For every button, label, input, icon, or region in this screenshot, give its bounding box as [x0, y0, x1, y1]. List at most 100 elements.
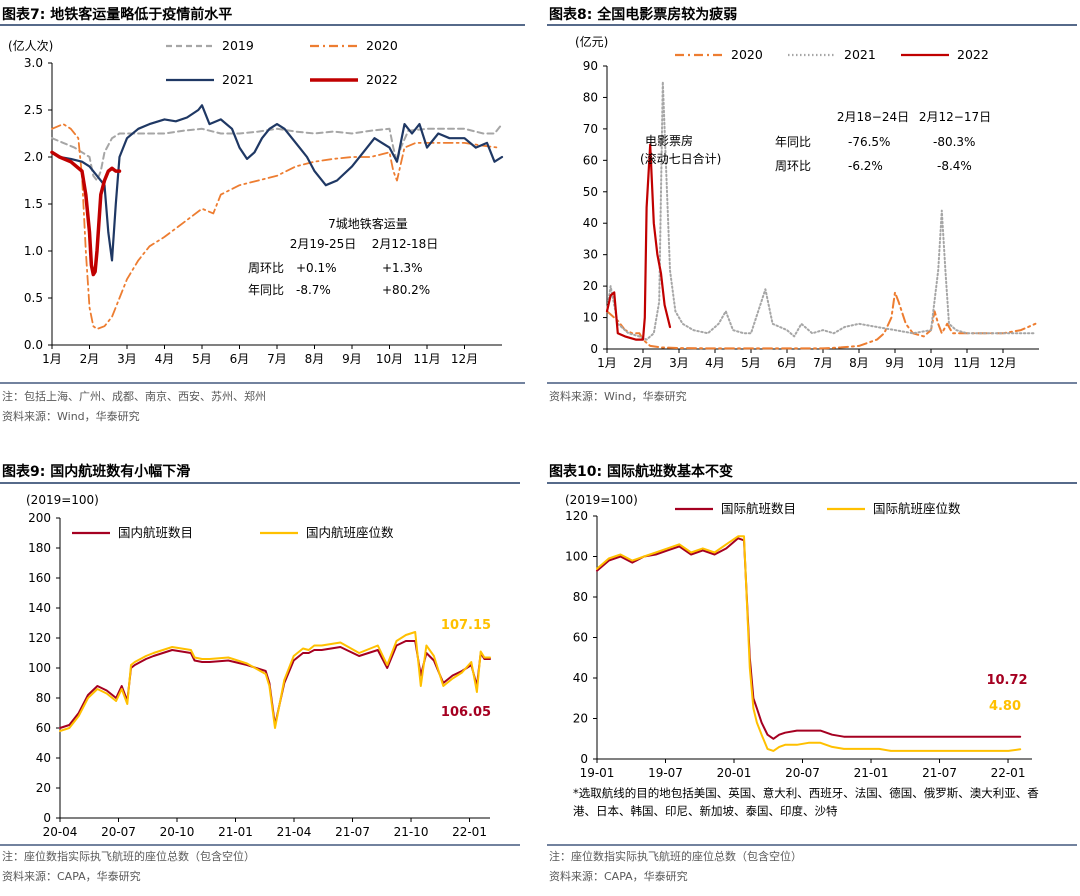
- y-tick-label-0: 0: [580, 752, 588, 766]
- panel-domestic-flights: 图表9: 国内航班数有小幅下滑 (2019=100) 国内航班数目 国内航班座位数…: [0, 446, 540, 892]
- source: 资料来源：Wind，华泰研究: [2, 409, 140, 423]
- y-tick-label-100: 100: [565, 550, 588, 564]
- x-tick-label-19-07: 19-07: [648, 766, 683, 780]
- annotation-row1-v1: +0.1%: [296, 261, 337, 275]
- x-tick-label-11-: 11月: [413, 352, 440, 366]
- panel-box-office: 图表8: 全国电影票房较为疲弱 (亿元) 2020 2021 2022 0 10 20 3…: [545, 0, 1080, 446]
- series-line--: [59, 631, 491, 732]
- annotation-col1: 2月19-25日: [290, 237, 357, 251]
- panel-subway: 图表7: 地铁客运量略低于疫情前水平 (亿人次) 2019 2020 2021 202…: [0, 0, 540, 446]
- annotation-col1: 2月18−24日: [837, 110, 909, 124]
- y-tick-label-3-0: 3.0: [24, 56, 43, 70]
- x-tick-label-19-01: 19-01: [580, 766, 615, 780]
- annotation-row2-v1: -6.2%: [848, 159, 883, 173]
- x-tick-label-5-: 5月: [741, 356, 761, 370]
- series-group: [59, 631, 491, 732]
- legend-label--: 国内航班座位数: [306, 525, 394, 540]
- legend: 国际航班数目 国际航班座位数: [675, 501, 961, 516]
- y-tick-label-50: 50: [583, 185, 598, 199]
- y-tick-label-10: 10: [583, 311, 598, 325]
- legend-label-2022: 2022: [957, 47, 989, 62]
- x-tick-label-21-07: 21-07: [335, 825, 370, 839]
- source: 资料来源：CAPA，华泰研究: [549, 869, 688, 883]
- annotation: 7城地铁客运量 2月19-25日 2月12-18日 周环比 +0.1% +1.3…: [248, 216, 438, 297]
- y-tick-label-20: 20: [573, 712, 588, 726]
- source: 资料来源：CAPA，华泰研究: [2, 869, 141, 883]
- seats-end-label: 4.80: [989, 699, 1021, 714]
- y-tick-label-1-0: 1.0: [24, 244, 43, 258]
- y-tick-label-40: 40: [36, 751, 51, 765]
- axes: 0.0 0.5 1.0 1.5 2.0 2.5 3.0 1月 2月 3月 4月 5月 6月 7月 8月 9月 1…: [24, 56, 502, 366]
- y-tick-label-120: 120: [565, 509, 588, 523]
- y-tick-label-120: 120: [28, 631, 51, 645]
- legend: 2019 2020 2021 2022: [166, 38, 398, 87]
- footnote-text: *选取航线的目的地包括美国、英国、意大利、西班牙、法国、德国、俄罗斯、澳大利亚、…: [573, 786, 1039, 818]
- y-tick-label-60: 60: [36, 721, 51, 735]
- x-tick-label-20-04: 20-04: [43, 825, 78, 839]
- y-tick-label-200: 200: [28, 511, 51, 525]
- x-tick-label-21-01: 21-01: [218, 825, 253, 839]
- y-tick-label-180: 180: [28, 541, 51, 555]
- x-tick-label-20-07: 20-07: [101, 825, 136, 839]
- x-tick-label-9-: 9月: [885, 356, 905, 370]
- series-line-2022: [605, 143, 672, 341]
- panel-title: 图表8: 全国电影票房较为疲弱: [549, 6, 737, 23]
- panel-title: 图表10: 国际航班数基本不变: [549, 463, 733, 480]
- flights-end-label: 10.72: [986, 673, 1027, 688]
- x-tick-label-6-: 6月: [777, 356, 797, 370]
- series-line-2020: [51, 123, 500, 330]
- x-tick-label-1-: 1月: [42, 352, 62, 366]
- y-tick-label-2-0: 2.0: [24, 150, 43, 164]
- x-tick-label-3-: 3月: [117, 352, 137, 366]
- y-axis-unit: (亿元): [575, 34, 608, 49]
- y-tick-label-0: 0: [43, 811, 51, 825]
- x-tick-label-21-01: 21-01: [854, 766, 889, 780]
- x-tick-label-21-10: 21-10: [394, 825, 429, 839]
- annotation-row1-label: 年同比: [775, 135, 811, 149]
- note: 注：座位数指实际执飞航班的座位总数（包含空位）: [2, 849, 255, 863]
- y-tick-label-100: 100: [28, 661, 51, 675]
- series-line-2021: [606, 80, 1037, 341]
- y-tick-label-0-0: 0.0: [24, 338, 43, 352]
- x-tick-label-5-: 5月: [192, 352, 212, 366]
- y-tick-label-1-5: 1.5: [24, 197, 43, 211]
- box-office-chart: 图表8: 全国电影票房较为疲弱 (亿元) 2020 2021 2022 0 10 20 3…: [547, 6, 1077, 403]
- x-tick-label-21-04: 21-04: [277, 825, 312, 839]
- legend-label-2020: 2020: [731, 47, 763, 62]
- series-line--: [596, 535, 1022, 752]
- inline-label-1: 电影票房: [645, 133, 693, 148]
- x-tick-label-4-: 4月: [705, 356, 725, 370]
- y-tick-label-60: 60: [573, 631, 588, 645]
- axes: 0 20 40 60 80 100 120 140 160 180 200 20-04 20-07 20-…: [28, 511, 490, 839]
- y-tick-label-40: 40: [583, 216, 598, 230]
- y-tick-label-60: 60: [583, 153, 598, 167]
- axes: 0 20 40 60 80 100 120 19-01 19-07 20-01 20-07 21-01…: [565, 509, 1032, 780]
- y-axis-unit: (2019=100): [26, 493, 99, 507]
- x-tick-label-6-: 6月: [230, 352, 250, 366]
- x-tick-label-8-: 8月: [305, 352, 325, 366]
- international-flights-chart: 图表10: 国际航班数基本不变 (2019=100) 国际航班数目 国际航班座位数…: [547, 463, 1077, 883]
- y-tick-label-0-5: 0.5: [24, 291, 43, 305]
- series-line-2021: [50, 104, 504, 262]
- series-group: [50, 104, 504, 330]
- y-tick-label-40: 40: [573, 671, 588, 685]
- x-tick-label-22-01: 22-01: [991, 766, 1026, 780]
- panel-international-flights: 图表10: 国际航班数基本不变 (2019=100) 国际航班数目 国际航班座位数…: [545, 446, 1080, 892]
- legend-label-2021: 2021: [844, 47, 876, 62]
- seats-end-label: 107.15: [441, 618, 491, 633]
- y-axis-unit: (亿人次): [8, 38, 53, 53]
- x-tick-label-12-: 12月: [989, 356, 1016, 370]
- note: 注：包括上海、广州、成都、南京、西安、苏州、郑州: [2, 389, 266, 403]
- y-tick-label-80: 80: [583, 90, 598, 104]
- y-axis-unit: (2019=100): [565, 493, 638, 507]
- x-tick-label-20-07: 20-07: [785, 766, 820, 780]
- legend-label-2021: 2021: [222, 72, 254, 87]
- series-group: [596, 535, 1022, 752]
- legend-label--: 国内航班数目: [118, 525, 193, 540]
- annotation-row2-v2: +80.2%: [382, 283, 430, 297]
- legend-label-2020: 2020: [366, 38, 398, 53]
- x-tick-label-2-: 2月: [633, 356, 653, 370]
- y-tick-label-70: 70: [583, 122, 598, 136]
- annotation-row1-v2: -80.3%: [933, 135, 975, 149]
- source: 资料来源：Wind，华泰研究: [549, 389, 687, 403]
